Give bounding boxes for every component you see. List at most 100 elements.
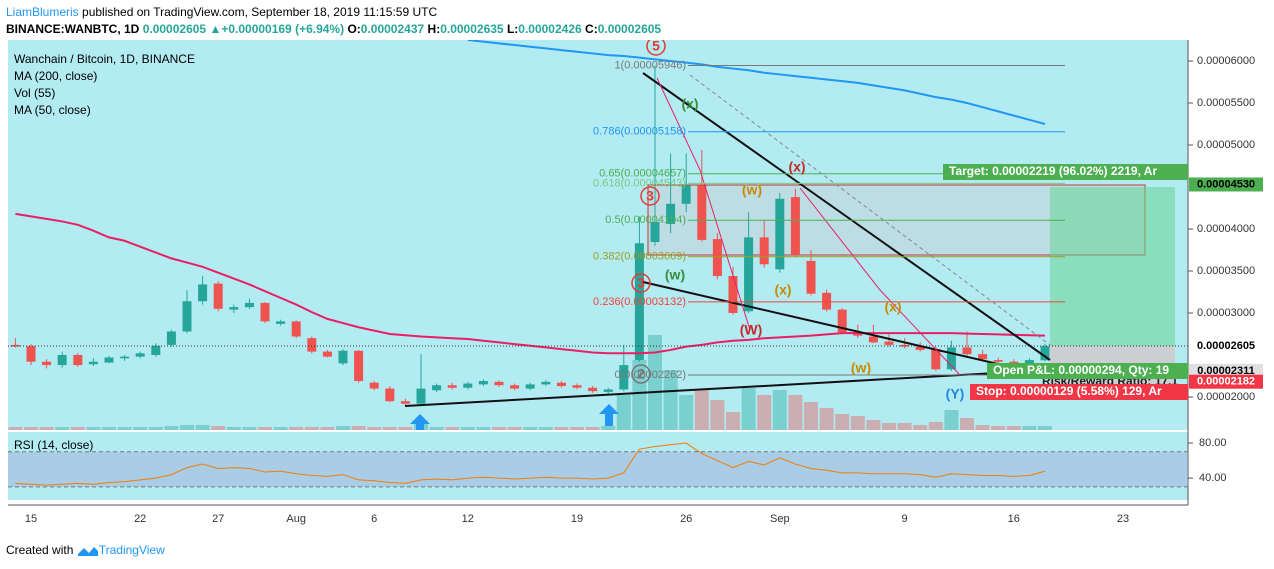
x-tick-label: Aug	[286, 513, 306, 525]
candle-body	[291, 321, 301, 337]
stop-label-box	[970, 384, 1188, 400]
wave-circle	[646, 40, 666, 56]
volume-bar	[928, 422, 943, 430]
volume-bar	[289, 427, 304, 430]
published: published on TradingView.com, September …	[82, 5, 438, 19]
candle-body	[884, 341, 894, 345]
candle-body	[868, 336, 878, 343]
volume-bar	[850, 416, 865, 430]
candle-body	[822, 292, 832, 310]
candle-body	[759, 237, 769, 265]
candle-body	[775, 198, 785, 270]
volume-bar	[70, 427, 85, 430]
rsi-title: RSI (14, close)	[14, 438, 93, 452]
fib-label: 0.382(0.00003669)	[593, 251, 686, 263]
candle-body	[1009, 361, 1019, 365]
x-tick-label: 22	[134, 513, 146, 525]
y-tick-label: 0.00006000	[1197, 55, 1255, 67]
volume-bar	[117, 427, 132, 430]
candle-body	[338, 350, 348, 364]
candle-body	[900, 344, 910, 347]
volume-bar	[710, 400, 725, 430]
volume-bar	[8, 427, 23, 430]
wave-label: (x)	[884, 299, 901, 315]
legend-entry: Vol (55)	[14, 86, 55, 100]
candle-body	[744, 237, 754, 312]
target-zone	[1050, 187, 1175, 346]
volume-bar	[507, 427, 522, 430]
candle-body	[135, 353, 145, 357]
volume-bar	[523, 427, 538, 430]
candle-body	[1024, 360, 1034, 365]
wave-line	[799, 187, 961, 376]
wave-label: (x)	[681, 96, 698, 112]
wave-label: 2	[637, 366, 645, 382]
author[interactable]: LiamBlumeris	[6, 5, 79, 19]
candle-body	[510, 385, 520, 389]
volume-bar	[975, 425, 990, 430]
fib-label: 0.786(0.00005158)	[593, 126, 686, 138]
volume-bar	[351, 426, 366, 430]
x-tick-label: 23	[1117, 513, 1129, 525]
candle-body	[73, 354, 83, 366]
up-arrow	[599, 404, 619, 426]
candle-body	[915, 346, 925, 350]
volume-bar	[304, 427, 319, 430]
candle-body	[931, 349, 941, 370]
volume-bar	[679, 395, 694, 430]
candle-body	[416, 388, 426, 404]
brand[interactable]: TradingView	[98, 543, 165, 557]
rsi-tick-label: 40.00	[1199, 472, 1227, 484]
wave-label: (w)	[742, 182, 762, 198]
o-label: O:	[347, 22, 361, 36]
volume-bar	[913, 425, 928, 430]
volume-bar	[242, 427, 257, 430]
candle-body	[213, 283, 223, 309]
candle-body	[166, 331, 176, 345]
wave-circle	[631, 273, 651, 293]
volume-bar	[1022, 426, 1037, 430]
volume-bar	[492, 427, 506, 430]
candle-body	[307, 338, 317, 352]
price-badge-label: 0.00004530	[1197, 178, 1255, 190]
candle-body	[634, 243, 644, 361]
candle-body	[993, 360, 1003, 362]
candle-body	[42, 361, 52, 366]
volume-bar	[460, 427, 475, 430]
target-label: Target: 0.00002219 (96.02%) 2219, Ar	[949, 164, 1157, 178]
x-tick-label: 27	[212, 513, 224, 525]
fib-label: 1(0.00005946)	[614, 59, 686, 71]
wave-label: 3	[646, 188, 654, 204]
candle-body	[276, 321, 286, 324]
symbol: BINANCE:WANBTC, 1D	[6, 22, 140, 36]
volume-bar	[226, 427, 241, 430]
candle-body	[556, 382, 566, 387]
x-tick-label: 6	[371, 513, 377, 525]
l: 0.00002426	[518, 22, 582, 36]
volume-bar	[273, 427, 288, 430]
candle-body	[385, 388, 395, 402]
quote-line: BINANCE:WANBTC, 1D 0.00002605 ▲+0.000001…	[6, 21, 661, 38]
y-tick-label: 0.00004000	[1197, 223, 1255, 235]
volume-bar	[772, 390, 787, 430]
x-tick-label: 16	[1008, 513, 1020, 525]
dashed-line	[689, 74, 1051, 346]
pnl-label: Open P&L: 0.00000294, Qty: 19	[993, 363, 1169, 377]
x-tick-label: 12	[462, 513, 474, 525]
wave-label: (x)	[774, 282, 791, 298]
y-tick-label: 0.00003000	[1197, 307, 1255, 319]
candle-body	[619, 365, 629, 390]
price-badge-label: 0.00002311	[1197, 365, 1255, 377]
volume-bar	[663, 370, 678, 430]
wave-circle	[640, 186, 660, 206]
volume-bar	[398, 427, 413, 430]
footer-text: Created with	[6, 543, 74, 557]
up-arrow	[410, 414, 430, 430]
x-tick-label: 26	[680, 513, 692, 525]
volume-bar	[55, 427, 70, 430]
c-label: C:	[585, 22, 598, 36]
candle-body	[837, 309, 847, 333]
x-tick-label: 9	[902, 513, 908, 525]
legend-entry: MA (50, close)	[14, 103, 91, 117]
